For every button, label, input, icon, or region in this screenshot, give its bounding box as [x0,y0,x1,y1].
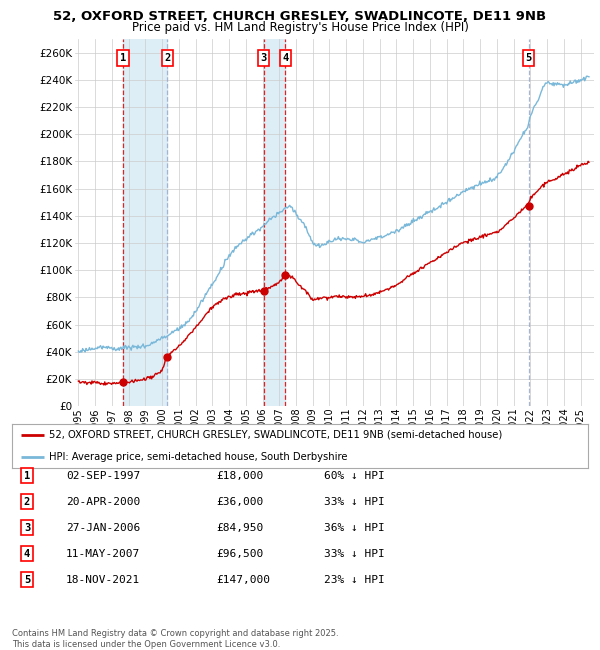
Text: 23% ↓ HPI: 23% ↓ HPI [324,575,385,585]
Text: 33% ↓ HPI: 33% ↓ HPI [324,497,385,507]
Text: £147,000: £147,000 [216,575,270,585]
Text: 2: 2 [24,497,30,507]
Text: 4: 4 [282,53,289,63]
Bar [123,39,167,406]
Text: £84,950: £84,950 [216,523,263,533]
Text: 3: 3 [260,53,267,63]
Text: 1: 1 [120,53,126,63]
Text: 33% ↓ HPI: 33% ↓ HPI [324,549,385,559]
Text: £96,500: £96,500 [216,549,263,559]
Text: 11-MAY-2007: 11-MAY-2007 [66,549,140,559]
Text: 2: 2 [164,53,170,63]
Text: 36% ↓ HPI: 36% ↓ HPI [324,523,385,533]
Text: £18,000: £18,000 [216,471,263,481]
Text: 52, OXFORD STREET, CHURCH GRESLEY, SWADLINCOTE, DE11 9NB (semi-detached house): 52, OXFORD STREET, CHURCH GRESLEY, SWADL… [49,430,503,440]
Text: 02-SEP-1997: 02-SEP-1997 [66,471,140,481]
Text: 20-APR-2000: 20-APR-2000 [66,497,140,507]
Text: HPI: Average price, semi-detached house, South Derbyshire: HPI: Average price, semi-detached house,… [49,452,348,462]
Text: 27-JAN-2006: 27-JAN-2006 [66,523,140,533]
Text: 1: 1 [24,471,30,481]
Text: 3: 3 [24,523,30,533]
Text: 52, OXFORD STREET, CHURCH GRESLEY, SWADLINCOTE, DE11 9NB: 52, OXFORD STREET, CHURCH GRESLEY, SWADL… [53,10,547,23]
Text: 18-NOV-2021: 18-NOV-2021 [66,575,140,585]
Text: Price paid vs. HM Land Registry's House Price Index (HPI): Price paid vs. HM Land Registry's House … [131,21,469,34]
Text: 5: 5 [526,53,532,63]
Text: Contains HM Land Registry data © Crown copyright and database right 2025.
This d: Contains HM Land Registry data © Crown c… [12,629,338,649]
Bar [263,39,285,406]
Text: £36,000: £36,000 [216,497,263,507]
Text: 4: 4 [24,549,30,559]
Text: 5: 5 [24,575,30,585]
Text: 60% ↓ HPI: 60% ↓ HPI [324,471,385,481]
